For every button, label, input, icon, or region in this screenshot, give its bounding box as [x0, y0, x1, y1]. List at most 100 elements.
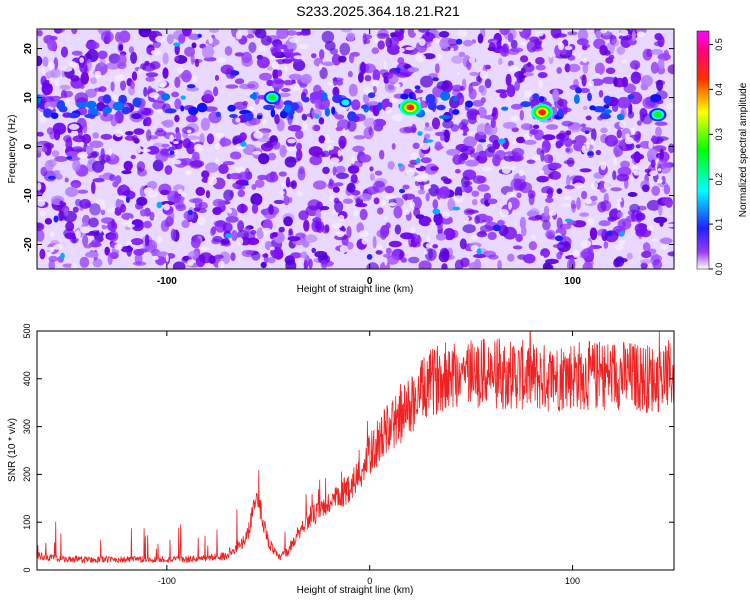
- heatmap-speckle: [425, 122, 430, 128]
- heatmap-gap: [564, 45, 573, 51]
- heatmap-spot: [240, 141, 247, 147]
- heatmap-gap: [263, 119, 267, 125]
- heatmap-speckle: [600, 200, 612, 212]
- heatmap-speckle: [350, 173, 358, 184]
- heatmap-gap: [358, 230, 369, 238]
- heatmap-speckle: [488, 134, 499, 143]
- heatmap-speckle: [379, 261, 391, 269]
- heatmap-speckle: [117, 62, 127, 70]
- heatmap-speckle: [438, 186, 450, 199]
- heatmap-speckle: [70, 75, 80, 82]
- heatmap-speckle: [510, 178, 523, 191]
- heatmap-speckle: [479, 213, 488, 221]
- heatmap-speckle: [260, 261, 267, 269]
- heatmap-speckle: [334, 200, 344, 213]
- heatmap-speckle: [502, 121, 517, 129]
- heatmap-speckle: [401, 193, 416, 200]
- heatmap-gap: [468, 57, 476, 64]
- heatmap-speckle: [182, 29, 192, 37]
- heatmap-speckle: [613, 258, 621, 268]
- heatmap-speckle: [435, 233, 447, 241]
- heatmap-speckle: [412, 142, 420, 149]
- heatmap-speckle: [64, 177, 69, 183]
- heatmap-speckle: [336, 79, 343, 86]
- heatmap-gap: [405, 168, 415, 177]
- snr-frame: [36, 330, 675, 571]
- heatmap-band-cell: [188, 106, 199, 115]
- heatmap-speckle: [278, 171, 287, 177]
- heatmap-band-cell: [102, 106, 113, 114]
- heatmap-gap: [591, 138, 595, 145]
- heatmap-speckle: [303, 219, 310, 232]
- heatmap-speckle: [441, 249, 450, 261]
- heatmap-gap: [193, 143, 204, 152]
- heatmap-spot: [432, 208, 441, 215]
- heatmap-band-cell: [347, 111, 357, 122]
- heatmap-speckle: [174, 43, 180, 56]
- heatmap-gap: [409, 201, 416, 209]
- heatmap-speckle: [446, 148, 461, 156]
- heatmap-speckle: [543, 205, 550, 217]
- heatmap-spot: [197, 33, 202, 38]
- heatmap-spot: [187, 209, 193, 216]
- heatmap-speckle: [650, 48, 664, 55]
- heatmap-speckle: [81, 133, 92, 144]
- heatmap-speckle: [581, 74, 587, 87]
- heatmap-band-cell: [557, 109, 564, 118]
- heatmap-band-cell: [331, 106, 336, 115]
- heatmap-speckle: [417, 189, 426, 195]
- heatmap-speckle: [433, 212, 443, 226]
- heatmap-speckle: [580, 127, 593, 133]
- heatmap-speckle: [201, 170, 210, 179]
- heatmap-speckle: [79, 256, 90, 268]
- heatmap-gap: [192, 75, 197, 83]
- heatmap-speckle: [385, 222, 391, 229]
- heatmap-spot: [575, 87, 582, 94]
- heatmap-speckle: [582, 261, 593, 269]
- heatmap-gap: [47, 61, 55, 70]
- heatmap-band-cell: [290, 102, 299, 111]
- heatmap-speckle: [424, 248, 437, 262]
- heatmap-speckle: [519, 109, 524, 121]
- snr-panel: -100 0 100 0 100 200 300 400 500 Height of stra…: [7, 323, 675, 596]
- heatmap-speckle: [457, 92, 463, 99]
- heatmap-speckle: [364, 38, 371, 45]
- heatmap-speckle: [233, 101, 248, 111]
- heatmap-speckle: [598, 90, 604, 98]
- heatmap-speckle: [540, 149, 545, 162]
- heatmap-speckle: [555, 140, 563, 149]
- heatmap-speckle: [40, 166, 48, 177]
- heatmap-gap: [423, 250, 428, 255]
- heatmap-speckle: [49, 95, 62, 102]
- heatmap-gap: [153, 216, 158, 221]
- heatmap-speckle: [125, 163, 132, 173]
- heatmap-speckle: [536, 147, 542, 155]
- heatmap-gap: [649, 170, 658, 177]
- heatmap-speckle: [288, 73, 303, 80]
- heatmap-speckle: [145, 72, 159, 78]
- heatmap-speckle: [214, 254, 224, 259]
- heatmap-spot: [432, 77, 439, 82]
- heatmap-gap: [523, 133, 530, 141]
- heatmap-speckle: [552, 88, 560, 102]
- heatmap-speckle: [424, 126, 434, 131]
- heatmap-speckle: [71, 146, 84, 153]
- heatmap-gap: [410, 152, 418, 160]
- heatmap-speckle: [120, 203, 127, 213]
- heatmap-speckle: [541, 186, 554, 195]
- heatmap-band-cell: [408, 92, 414, 99]
- heatmap-speckle: [468, 262, 480, 269]
- heatmap-band-cell: [161, 93, 171, 101]
- heatmap-gap: [392, 113, 403, 122]
- heatmap-speckle: [620, 160, 631, 169]
- heatmap-gap: [236, 237, 244, 246]
- heatmap-gap: [269, 55, 276, 60]
- heatmap-speckle: [561, 120, 574, 127]
- heatmap-speckle: [443, 129, 450, 143]
- heatmap-speckle: [287, 236, 301, 242]
- heatmap-speckle: [83, 244, 92, 249]
- heatmap-speckle: [300, 73, 312, 85]
- heatmap-speckle: [480, 85, 487, 96]
- heatmap-gap: [624, 136, 634, 145]
- heatmap-speckle: [515, 136, 526, 144]
